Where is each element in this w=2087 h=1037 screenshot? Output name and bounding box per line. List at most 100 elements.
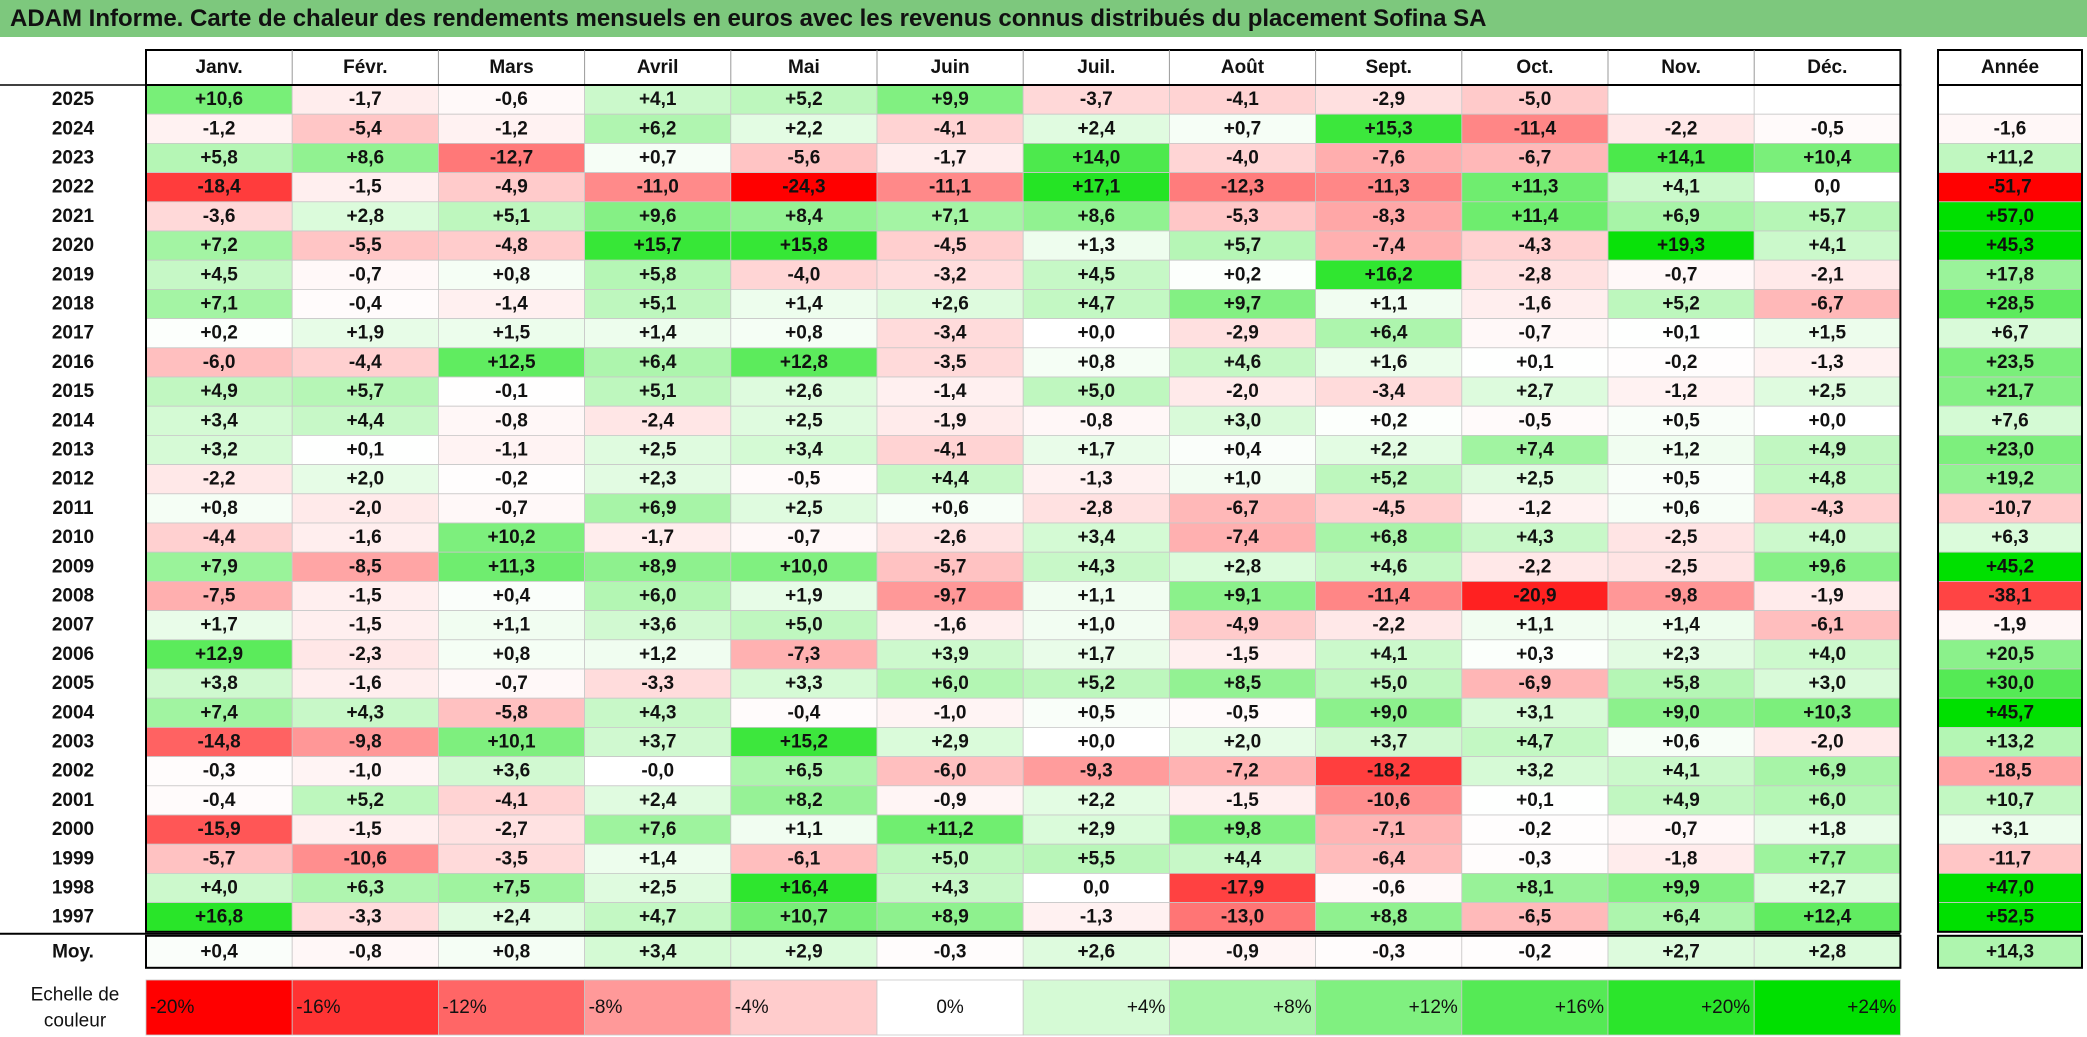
cell-value: +2,7 [1809, 878, 1847, 899]
heat-cell [145, 814, 293, 845]
cell-value: -0,7 [349, 264, 382, 285]
heat-cell [1169, 347, 1317, 378]
annual-cell [1937, 376, 2083, 407]
annual-cell [1937, 727, 2083, 758]
heat-cell [437, 172, 585, 203]
cell-value: +16,8 [195, 907, 243, 928]
annual-cell [1937, 843, 2083, 874]
heat-cell [1169, 522, 1317, 553]
cell-value: +2,2 [785, 118, 823, 139]
cell-value: -0,8 [1080, 410, 1113, 431]
heat-cell [876, 902, 1024, 933]
annual-header-cell [1937, 49, 2083, 86]
heat-cell [730, 113, 878, 144]
cell-value: +3,8 [200, 673, 238, 694]
cell-value: -6,1 [788, 848, 821, 869]
cell-value: +6,4 [639, 352, 677, 373]
average-value: +2,9 [785, 941, 823, 962]
heat-cell [1461, 493, 1609, 524]
cell-value: +16,4 [780, 878, 829, 899]
heat-cell [1315, 318, 1463, 349]
cell-value: +6,0 [639, 586, 677, 607]
cell-value: +1,1 [493, 615, 531, 636]
cell-value: +5,8 [200, 148, 238, 169]
heat-cell [730, 551, 878, 582]
annual-value: +28,5 [1986, 294, 2035, 315]
heat-cell [1607, 376, 1755, 407]
heat-cell [876, 464, 1024, 495]
cell-value: -0,7 [495, 498, 528, 519]
cell-value: -20,9 [1513, 586, 1556, 607]
annual-value: -38,1 [1988, 586, 2032, 607]
heat-cell [584, 668, 732, 699]
cell-value: +3,0 [1224, 410, 1262, 431]
heat-cell [876, 201, 1024, 232]
cell-value: +2,5 [639, 440, 677, 461]
cell-value: +7,7 [1809, 848, 1847, 869]
heat-cell [1022, 434, 1170, 465]
cell-value: -2,4 [641, 410, 674, 431]
heat-cell [1022, 142, 1170, 173]
heat-cell [1607, 84, 1755, 115]
heat-cell [1022, 201, 1170, 232]
heat-cell [1753, 84, 1901, 115]
heat-cell [584, 727, 732, 758]
cell-value: -2,1 [1811, 264, 1844, 285]
heat-cell [584, 376, 732, 407]
cell-value: +8,6 [347, 148, 385, 169]
heat-cell [1315, 142, 1463, 173]
annual-value: +10,7 [1986, 790, 2034, 811]
heat-cell [291, 727, 439, 758]
month-header: Mars [489, 57, 533, 78]
cell-value: -7,6 [1372, 148, 1405, 169]
cell-value: +2,0 [347, 469, 385, 490]
cell-value: +9,8 [1224, 819, 1262, 840]
cell-value: -0,7 [1665, 819, 1698, 840]
cell-value: -7,1 [1372, 819, 1405, 840]
average-cell [1607, 935, 1755, 969]
cell-value: -0,2 [495, 469, 528, 490]
heat-cell [584, 405, 732, 436]
heat-cell [1607, 405, 1755, 436]
cell-value: -4,4 [349, 352, 382, 373]
cell-value: -0,2 [1665, 352, 1698, 373]
year-label: 2008 [52, 586, 94, 607]
cell-value: -1,6 [1519, 294, 1552, 315]
cell-value: -7,3 [788, 644, 821, 665]
cell-value: +1,1 [1078, 586, 1116, 607]
cell-value: -2,9 [1226, 323, 1259, 344]
cell-value: -1,3 [1080, 907, 1113, 928]
cell-value: -0,6 [495, 89, 528, 110]
heat-cell [1022, 230, 1170, 261]
heat-cell [1315, 434, 1463, 465]
heat-cell [437, 873, 585, 904]
heat-cell [1753, 522, 1901, 553]
cell-value: +9,9 [931, 89, 969, 110]
cell-value: +9,6 [1809, 556, 1847, 577]
cell-value: -5,3 [1226, 206, 1259, 227]
heat-cell [1022, 727, 1170, 758]
cell-value: +6,0 [1809, 790, 1847, 811]
heat-cell [145, 347, 293, 378]
average-value: +2,8 [1809, 941, 1847, 962]
heat-cell [1315, 493, 1463, 524]
heat-cell [876, 814, 1024, 845]
year-label: 2013 [52, 440, 94, 461]
cell-value: -0,7 [1665, 264, 1698, 285]
heat-cell [876, 493, 1024, 524]
scale-swatch [730, 979, 878, 1036]
heat-cell [1461, 756, 1609, 787]
cell-value: +7,6 [639, 819, 677, 840]
heat-cell [1753, 873, 1901, 904]
heat-cell [584, 785, 732, 816]
heat-cell [1315, 902, 1463, 933]
cell-value: +1,4 [639, 848, 677, 869]
cell-value: -2,2 [1372, 615, 1405, 636]
cell-value: -6,0 [203, 352, 236, 373]
annual-value: +3,1 [1991, 819, 2029, 840]
cell-value: +15,2 [780, 732, 828, 753]
heat-cell [730, 581, 878, 612]
cell-value: +6,3 [347, 878, 385, 899]
year-label: 2014 [52, 410, 95, 431]
heat-cell [145, 581, 293, 612]
